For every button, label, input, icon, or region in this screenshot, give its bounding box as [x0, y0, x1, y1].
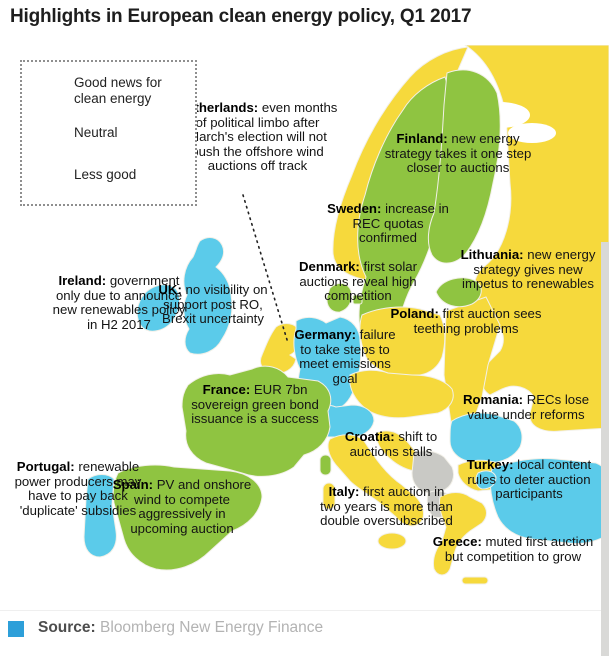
- map-region-lithuania: [435, 277, 482, 308]
- legend-label-less: Less good: [74, 167, 137, 183]
- country-name: Spain:: [112, 477, 154, 492]
- source-label: Source:: [38, 619, 96, 636]
- map-region-ireland: [136, 284, 181, 332]
- country-name: Croatia:: [344, 429, 395, 444]
- annotation-romania: Romania: RECs lose value under reforms: [457, 392, 595, 422]
- map-region-crete: [461, 576, 489, 585]
- map-region-romania: [449, 412, 523, 464]
- map-region-uk: [183, 237, 233, 355]
- country-text: muted first auction but competition to g…: [444, 534, 594, 564]
- annotation-lithuania: Lithuania: new energy strategy gives new…: [452, 247, 604, 292]
- legend-swatch-less: [31, 155, 61, 195]
- country-name: Greece:: [432, 534, 482, 549]
- country-text: new energy strategy takes it one step cl…: [384, 131, 532, 176]
- europe-map: [83, 45, 609, 585]
- country-text: RECs lose value under reforms: [467, 392, 590, 422]
- map-region-turkey-thrace: [475, 470, 497, 490]
- annotation-netherlands: Netherlands: even months of political li…: [176, 100, 339, 174]
- country-name: Romania:: [462, 392, 524, 407]
- annotation-ireland: Ireland: government only due to announce…: [50, 273, 188, 332]
- legend-item-less: Less good: [31, 155, 187, 195]
- annotation-france: France: EUR 7bn sovereign green bond iss…: [184, 382, 326, 427]
- country-text: first auction sees teething problems: [413, 306, 542, 336]
- annotation-turkey: Turkey: local content rules to deter auc…: [451, 457, 607, 502]
- annotation-finland: Finland: new energy strategy takes it on…: [377, 131, 539, 176]
- country-name: UK:: [158, 282, 182, 297]
- legend-label-good: Good news for clean energy: [74, 75, 162, 106]
- annotation-sweden: Sweden: increase in REC quotas confirmed: [327, 201, 449, 246]
- country-name: Sweden:: [327, 201, 382, 216]
- map-region-portugal: [83, 474, 117, 558]
- map-region-poland: [359, 306, 446, 376]
- legend-item-good: Good news for clean energy: [31, 71, 187, 111]
- country-name: France:: [202, 382, 251, 397]
- map-region-sardinia: [322, 482, 336, 510]
- country-text: failure to take steps to meet emissions …: [299, 327, 396, 386]
- country-name: Denmark:: [298, 259, 360, 274]
- annotation-uk: UK: no visibility on support post RO, Br…: [156, 282, 270, 327]
- legend-label-neutral: Neutral: [74, 125, 118, 141]
- map-region-france: [181, 365, 332, 477]
- page-title: Highlights in European clean energy poli…: [10, 6, 472, 27]
- country-name: Ireland:: [58, 273, 107, 288]
- map-region-sicily: [377, 532, 407, 550]
- map-region-finland: [427, 69, 501, 264]
- country-name: Finland:: [396, 131, 448, 146]
- country-text: first auction in two years is more than …: [320, 484, 453, 529]
- legend-swatch-good: [31, 71, 61, 111]
- map-region-spain: [112, 464, 263, 571]
- country-name: Poland:: [390, 306, 439, 321]
- legend-item-neutral: Neutral: [31, 113, 187, 153]
- legend: Good news for clean energy Neutral Less …: [20, 60, 197, 206]
- country-text: PV and onshore wind to compete aggressiv…: [130, 477, 252, 536]
- map-region-italy: [327, 434, 424, 527]
- annotation-italy: Italy: first auction in two years is mor…: [320, 484, 453, 529]
- country-name: Turkey:: [466, 457, 514, 472]
- country-text: local content rules to deter auction par…: [467, 457, 592, 502]
- country-text: first solar auctions reveal high competi…: [299, 259, 417, 304]
- country-name: Portugal:: [16, 459, 75, 474]
- annotation-croatia: Croatia: shift to auctions stalls: [327, 429, 455, 459]
- country-text: renewable power producers may have to pa…: [14, 459, 142, 518]
- annotation-greece: Greece: muted first auction but competit…: [426, 534, 600, 564]
- legend-swatch-neutral: [31, 113, 61, 153]
- country-name: Germany:: [294, 327, 356, 342]
- country-name: Lithuania:: [460, 247, 524, 262]
- country-text: EUR 7bn sovereign green bond issuance is…: [191, 382, 319, 427]
- source-bar: Source: Bloomberg New Energy Finance: [0, 610, 609, 656]
- map-region-corsica: [319, 454, 332, 476]
- map-region-balkans-nodata: [411, 450, 455, 494]
- annotation-denmark: Denmark: first solar auctions reveal hig…: [277, 259, 439, 304]
- netherlands-leader-line: [242, 194, 289, 344]
- annotation-portugal: Portugal: renewable power producers may …: [0, 459, 156, 518]
- map-region-denmark: [326, 283, 352, 313]
- annotation-poland: Poland: first auction sees teething prob…: [387, 306, 545, 336]
- country-text: no visibility on support post RO, Brexit…: [162, 282, 268, 327]
- map-lake: [508, 123, 556, 143]
- source-value: Bloomberg New Energy Finance: [100, 619, 324, 636]
- annotation-spain: Spain: PV and onshore wind to compete ag…: [112, 477, 252, 536]
- country-text: even months of political limbo after Mar…: [188, 100, 338, 174]
- source-brand-square-icon: [8, 621, 24, 637]
- annotation-germany: Germany: failure to take steps to meet e…: [289, 327, 401, 386]
- country-text: new energy strategy gives new impetus to…: [462, 247, 596, 292]
- map-region-east-europe: [464, 45, 609, 432]
- country-name: Italy:: [328, 484, 360, 499]
- source-text: Source: Bloomberg New Energy Finance: [38, 619, 323, 637]
- right-edge-strip: [601, 242, 609, 656]
- map-region-greece: [433, 492, 487, 576]
- country-text: increase in REC quotas confirmed: [352, 201, 449, 246]
- country-text: shift to auctions stalls: [349, 429, 438, 459]
- map-region-denmark-island: [352, 294, 363, 305]
- country-name: Netherlands:: [177, 100, 259, 115]
- map-region-turkey: [489, 458, 609, 544]
- country-text: government only due to announce new rene…: [52, 273, 186, 332]
